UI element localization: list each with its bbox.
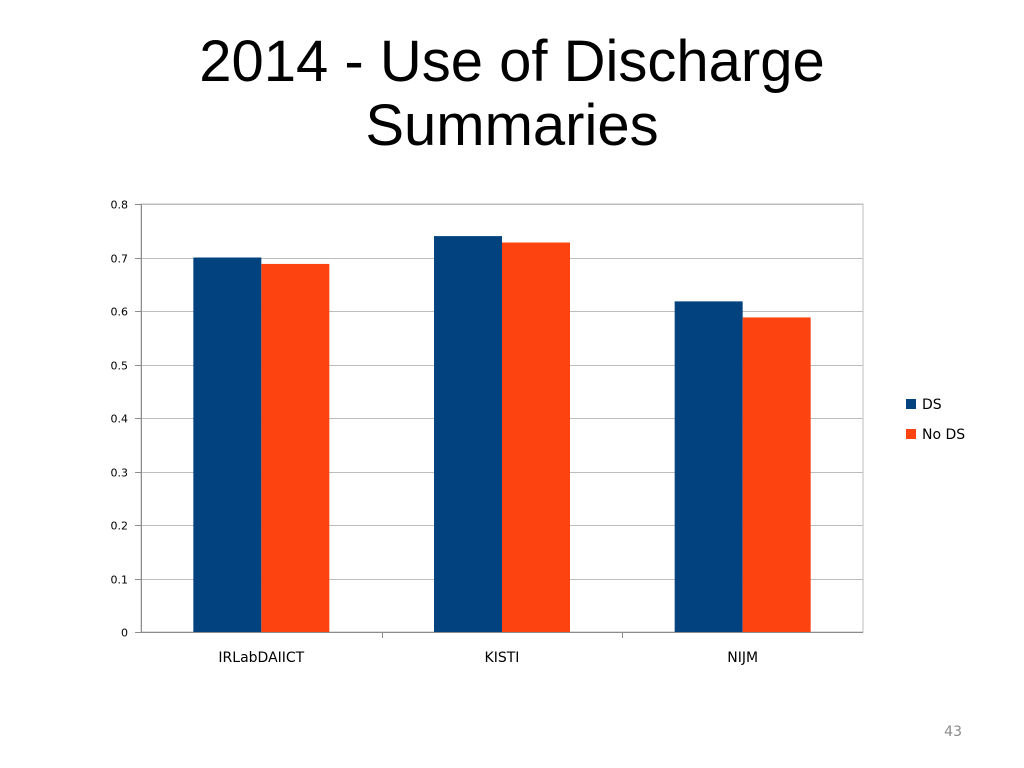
x-tick-label-irlabdaiict: IRLabDAIICT	[218, 650, 304, 666]
y-tick-label-1: 0.1	[111, 574, 129, 587]
slide-title: 2014 - Use of Discharge Summaries	[0, 30, 1024, 158]
x-tick-label-nijm: NIJM	[727, 650, 758, 666]
bar-no-ds-kisti	[502, 242, 570, 632]
y-tick-label-2: 0.2	[111, 520, 129, 533]
bar-no-ds-nijm	[742, 317, 811, 632]
bar-ds-nijm	[674, 301, 743, 632]
legend-swatch-no-ds	[906, 429, 916, 439]
slide-title-line-2: Summaries	[365, 93, 659, 158]
y-tick-label-8: 0.8	[111, 199, 129, 212]
y-tick-label-3: 0.3	[111, 467, 129, 480]
y-tick-label-4: 0.4	[111, 413, 129, 426]
legend-label-ds: DS	[922, 397, 942, 413]
legend-swatch-ds	[906, 399, 916, 409]
slide-title-line-1: 2014 - Use of Discharge	[199, 29, 825, 94]
y-tick-label-7: 0.7	[111, 253, 129, 266]
y-tick-label-6: 0.6	[111, 306, 129, 319]
bar-ds-irlabdaiict	[193, 257, 262, 632]
legend-label-no-ds: No DS	[922, 427, 965, 443]
bar-no-ds-irlabdaiict	[261, 263, 330, 632]
y-tick-label-0: 0	[121, 627, 128, 640]
x-tick-label-kisti: KISTI	[485, 650, 520, 666]
y-tick-label-5: 0.5	[111, 360, 129, 373]
bar-ds-kisti	[434, 236, 502, 632]
page-number: 43	[944, 724, 962, 740]
